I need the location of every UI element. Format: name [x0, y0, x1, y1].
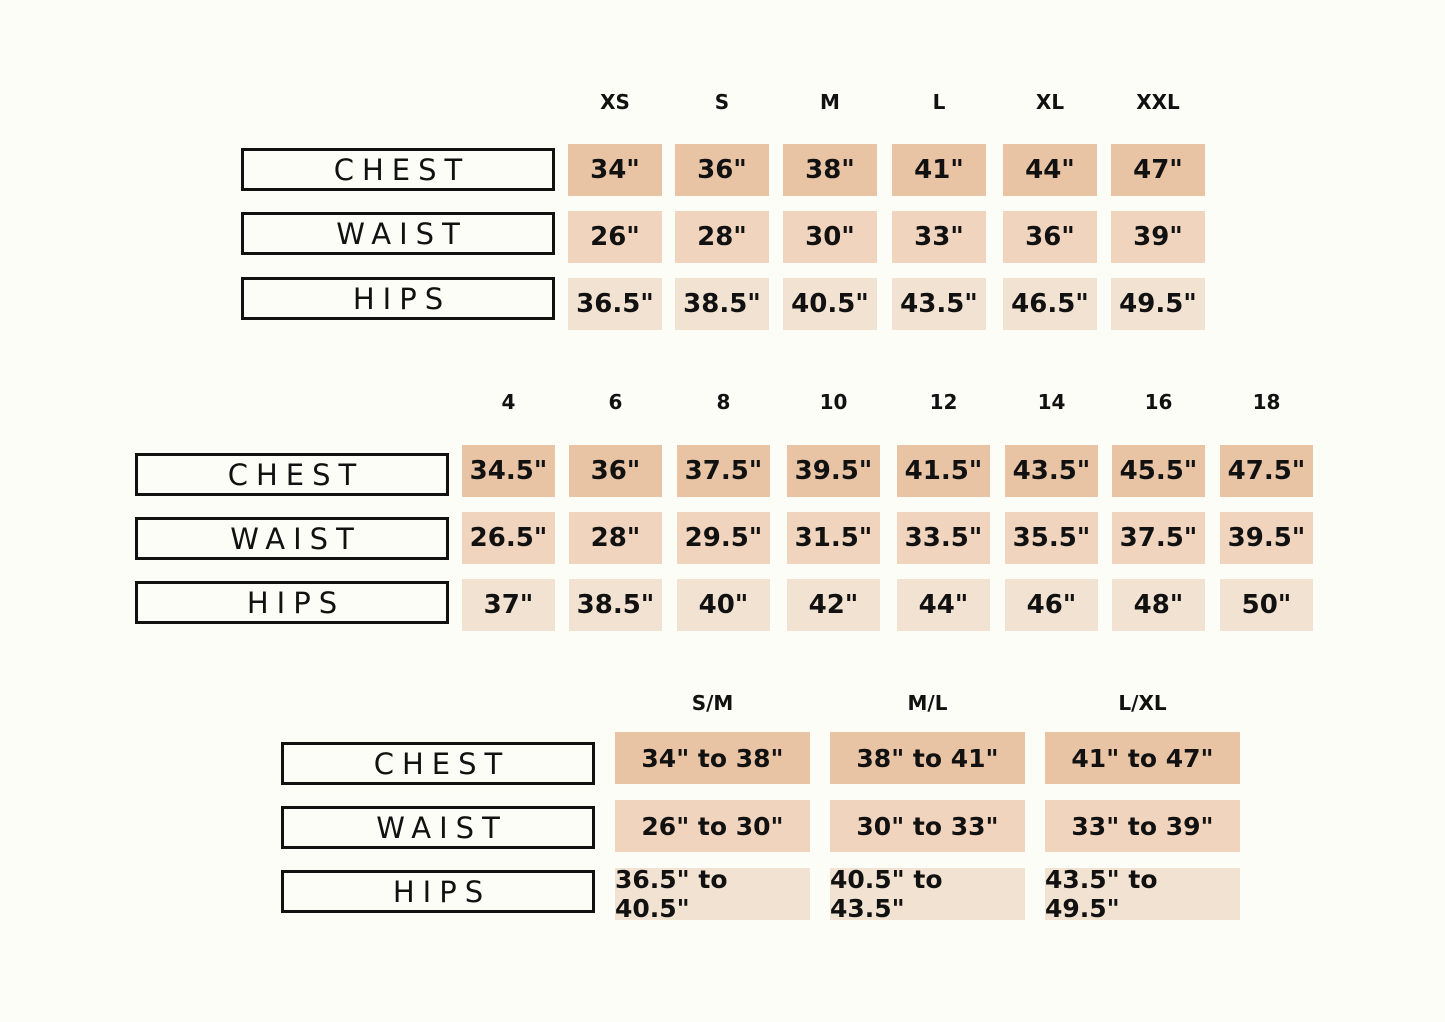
- hips-cell: 48": [1112, 579, 1205, 631]
- chest-cell: 45.5": [1112, 445, 1205, 497]
- chest-cell: 47.5": [1220, 445, 1313, 497]
- waist-cell: 35.5": [1005, 512, 1098, 564]
- chest-cell: 34" to 38": [615, 732, 810, 784]
- chest-cell: 34.5": [462, 445, 555, 497]
- size-header: L/XL: [1118, 691, 1167, 715]
- chest-cell: 38": [783, 144, 877, 196]
- chest-cell: 41.5": [897, 445, 990, 497]
- hips-cell: 43.5": [892, 278, 986, 330]
- hips-cell: 42": [787, 579, 880, 631]
- waist-cell: 30": [783, 211, 877, 263]
- size-header: XL: [1035, 90, 1065, 114]
- waist-cell: 30" to 33": [830, 800, 1025, 852]
- waist-cell: 39.5": [1220, 512, 1313, 564]
- chest-cell: 36": [675, 144, 769, 196]
- size-header: 4: [501, 390, 516, 414]
- hips-cell: 38.5": [675, 278, 769, 330]
- size-header: M/L: [907, 691, 948, 715]
- size-header: M: [820, 90, 840, 114]
- waist-cell: 36": [1003, 211, 1097, 263]
- size-header: XS: [600, 90, 630, 114]
- waist-cell: 33" to 39": [1045, 800, 1240, 852]
- waist-cell: 26" to 30": [615, 800, 810, 852]
- hips-cell: 36.5": [568, 278, 662, 330]
- chest-cell: 47": [1111, 144, 1205, 196]
- hips-cell: 49.5": [1111, 278, 1205, 330]
- chest-cell: 37.5": [677, 445, 770, 497]
- waist-cell: 28": [675, 211, 769, 263]
- waist-cell: 26.5": [462, 512, 555, 564]
- size-header: XXL: [1136, 90, 1180, 114]
- waist-cell: 33.5": [897, 512, 990, 564]
- chest-cell: 44": [1003, 144, 1097, 196]
- row-label-chest: CHEST: [241, 148, 555, 191]
- size-header: S: [714, 90, 730, 114]
- size-header: L: [932, 90, 946, 114]
- waist-cell: 31.5": [787, 512, 880, 564]
- hips-cell: 37": [462, 579, 555, 631]
- waist-cell: 39": [1111, 211, 1205, 263]
- chest-cell: 39.5": [787, 445, 880, 497]
- hips-cell: 36.5" to 40.5": [615, 865, 810, 923]
- waist-cell: 33": [892, 211, 986, 263]
- row-label-hips: HIPS: [281, 870, 595, 913]
- hips-cell: 43.5" to 49.5": [1045, 865, 1240, 923]
- row-label-hips: HIPS: [135, 581, 449, 624]
- chest-cell: 41" to 47": [1045, 732, 1240, 784]
- chest-cell: 41": [892, 144, 986, 196]
- size-header: 14: [1037, 390, 1066, 414]
- chest-cell: 36": [569, 445, 662, 497]
- row-label-hips: HIPS: [241, 277, 555, 320]
- size-header: 18: [1252, 390, 1281, 414]
- hips-cell: 46": [1005, 579, 1098, 631]
- hips-cell: 38.5": [569, 579, 662, 631]
- chest-cell: 38" to 41": [830, 732, 1025, 784]
- size-header: 6: [608, 390, 623, 414]
- size-header: 8: [716, 390, 731, 414]
- size-header: 10: [819, 390, 848, 414]
- hips-cell: 40.5": [783, 278, 877, 330]
- waist-cell: 37.5": [1112, 512, 1205, 564]
- hips-cell: 44": [897, 579, 990, 631]
- hips-cell: 50": [1220, 579, 1313, 631]
- row-label-waist: WAIST: [135, 517, 449, 560]
- chest-cell: 34": [568, 144, 662, 196]
- waist-cell: 29.5": [677, 512, 770, 564]
- row-label-waist: WAIST: [241, 212, 555, 255]
- row-label-chest: CHEST: [135, 453, 449, 496]
- row-label-waist: WAIST: [281, 806, 595, 849]
- row-label-chest: CHEST: [281, 742, 595, 785]
- size-header: 12: [929, 390, 958, 414]
- chest-cell: 43.5": [1005, 445, 1098, 497]
- waist-cell: 28": [569, 512, 662, 564]
- hips-cell: 40.5" to 43.5": [830, 865, 1025, 923]
- size-header: 16: [1144, 390, 1173, 414]
- hips-cell: 46.5": [1003, 278, 1097, 330]
- hips-cell: 40": [677, 579, 770, 631]
- size-header: S/M: [691, 691, 734, 715]
- waist-cell: 26": [568, 211, 662, 263]
